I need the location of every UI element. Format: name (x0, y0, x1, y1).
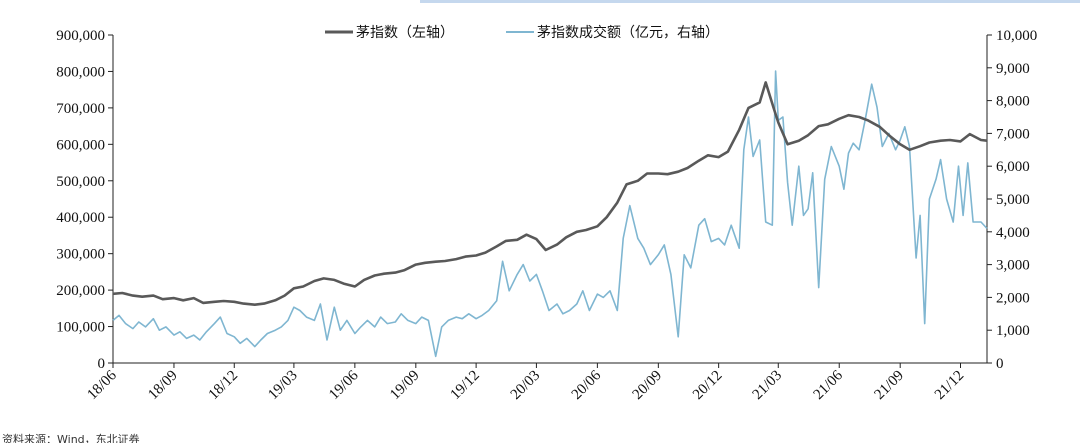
right-tick-label: 0 (996, 356, 1004, 372)
left-tick-label: 200,000 (56, 283, 105, 299)
legend: 茅指数（左轴） 茅指数成交额（亿元，右轴） (325, 24, 719, 41)
x-tick-label: 18/12 (206, 368, 241, 403)
right-tick-label: 10,000 (996, 28, 1037, 44)
left-tick-label: 800,000 (56, 64, 105, 80)
right-tick-label: 9,000 (996, 61, 1030, 77)
source-note: 资料来源：Wind，东北证券 (2, 433, 140, 443)
series-line-index (112, 81, 988, 307)
right-tick-label: 4,000 (996, 225, 1030, 241)
x-tick-label: 20/12 (690, 368, 725, 403)
x-tick-label: 19/06 (326, 367, 362, 403)
left-tick-label: 400,000 (56, 210, 105, 226)
left-tick-label: 500,000 (56, 174, 105, 190)
left-tick-label: 0 (98, 356, 106, 372)
right-tick-label: 5,000 (996, 192, 1030, 208)
x-tick-label: 18/06 (84, 367, 120, 403)
left-tick-label: 600,000 (56, 137, 105, 153)
x-tick-label: 20/06 (569, 367, 605, 403)
legend-label-index: 茅指数（左轴） (356, 25, 454, 41)
x-tick-label: 19/03 (265, 368, 300, 403)
right-tick-label: 8,000 (996, 94, 1030, 110)
left-tick-label: 700,000 (56, 101, 105, 117)
top-accent-bar (420, 0, 1080, 3)
left-tick-label: 100,000 (56, 320, 105, 336)
x-tick-label: 18/09 (145, 368, 180, 403)
x-tick-label: 21/03 (750, 368, 785, 403)
x-tick-label: 21/09 (872, 368, 907, 403)
x-tick-label: 19/12 (447, 368, 482, 403)
x-tick-label: 19/09 (387, 368, 422, 403)
dual-axis-line-chart: 茅指数（左轴） 茅指数成交额（亿元，右轴） 0 100,000 200,000 300… (56, 24, 1037, 403)
legend-label-turnover: 茅指数成交额（亿元，右轴） (537, 24, 719, 41)
right-tick-label: 6,000 (996, 159, 1030, 175)
axes: 0 100,000 200,000 300,000 400,000 500,000 600,… (56, 28, 1037, 403)
series-layer (112, 70, 988, 358)
x-tick-label: 21/06 (811, 367, 847, 403)
left-tick-label: 900,000 (56, 28, 105, 44)
x-tick-label: 20/03 (508, 368, 543, 403)
right-tick-label: 7,000 (996, 126, 1030, 142)
right-tick-label: 3,000 (996, 258, 1030, 274)
right-tick-label: 1,000 (996, 323, 1030, 339)
x-tick-label: 20/09 (630, 368, 665, 403)
x-tick-label: 21/12 (932, 368, 967, 403)
series-line-turnover (112, 70, 988, 358)
left-tick-label: 300,000 (56, 247, 105, 263)
right-tick-label: 2,000 (996, 290, 1030, 306)
